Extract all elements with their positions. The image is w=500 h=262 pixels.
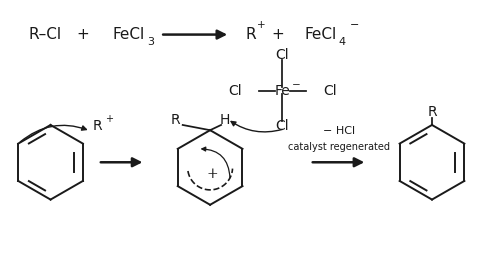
Text: R: R xyxy=(427,105,437,119)
Text: R: R xyxy=(93,119,102,133)
Text: +: + xyxy=(207,167,218,181)
Text: 3: 3 xyxy=(147,37,154,47)
Text: +: + xyxy=(256,20,266,30)
Text: FeCl: FeCl xyxy=(113,26,145,42)
Text: R: R xyxy=(245,26,256,42)
Text: FeCl: FeCl xyxy=(305,26,337,42)
Text: R: R xyxy=(170,113,180,127)
Text: +: + xyxy=(76,27,90,42)
Text: − HCl: − HCl xyxy=(322,126,355,136)
Text: −: − xyxy=(292,80,300,90)
Text: −: − xyxy=(350,20,360,30)
Text: Cl: Cl xyxy=(323,84,336,98)
Text: R–Cl: R–Cl xyxy=(28,27,61,42)
Text: +: + xyxy=(271,27,284,42)
Text: Fe: Fe xyxy=(274,84,290,98)
Text: catalyst regenerated: catalyst regenerated xyxy=(288,142,390,152)
Text: Cl: Cl xyxy=(228,84,242,98)
Text: H: H xyxy=(220,113,230,127)
Text: 4: 4 xyxy=(338,37,346,47)
Text: +: + xyxy=(105,114,113,124)
Text: Cl: Cl xyxy=(276,48,289,62)
Text: Cl: Cl xyxy=(276,119,289,133)
